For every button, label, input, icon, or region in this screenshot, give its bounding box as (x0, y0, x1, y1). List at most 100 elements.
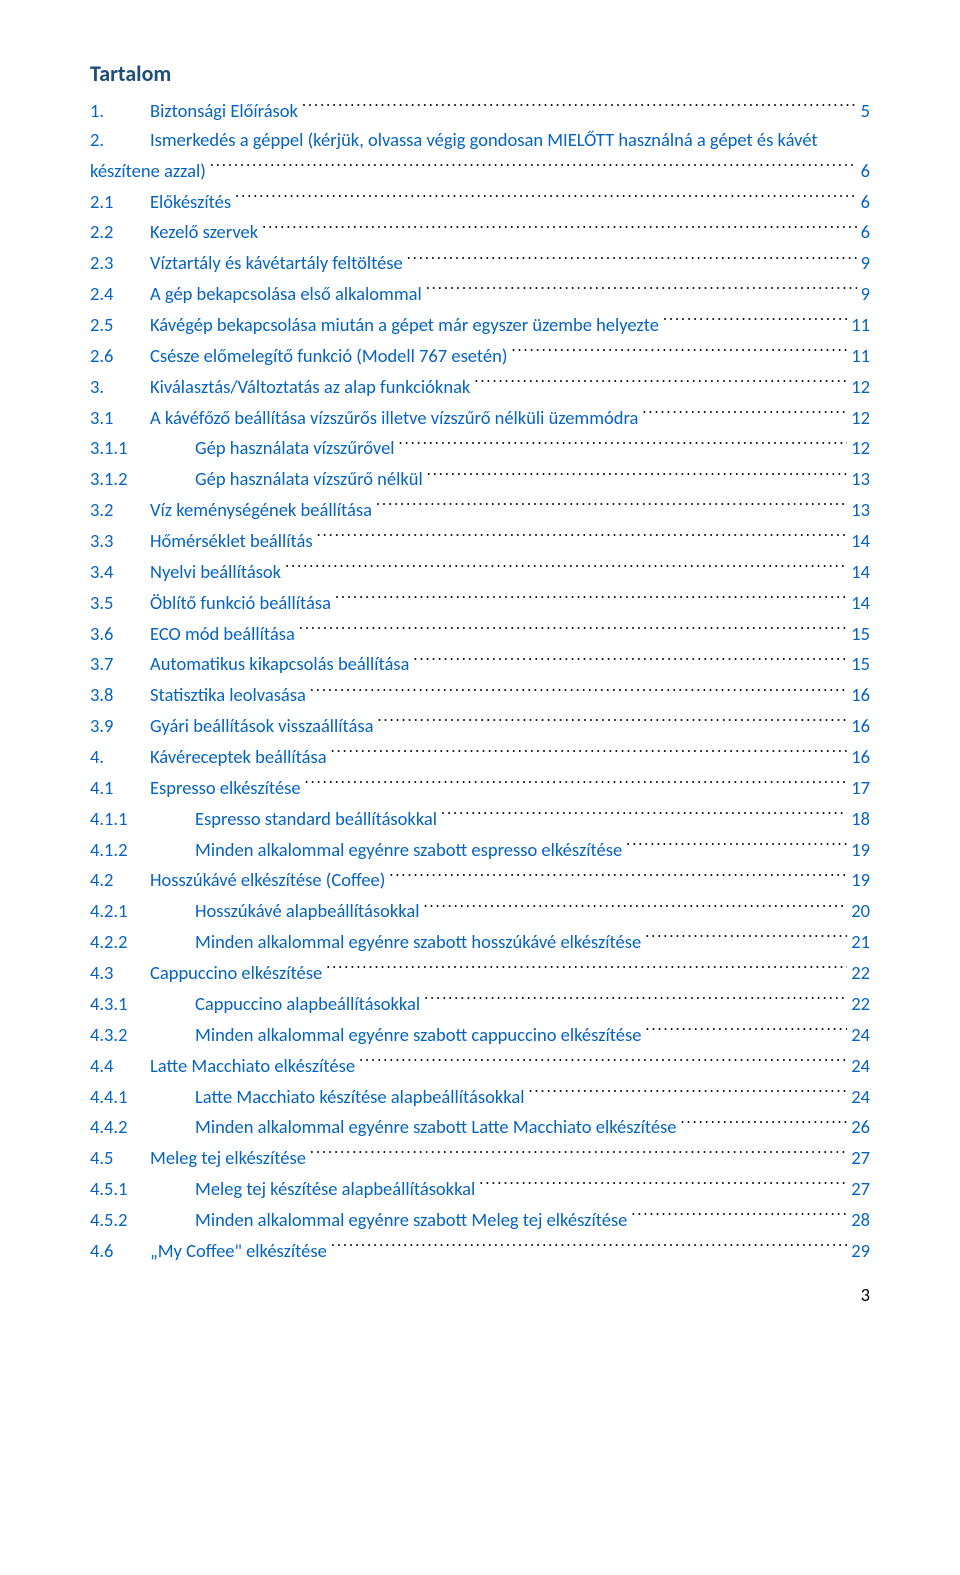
toc-label: Kávégép bekapcsolása miután a gépet már … (150, 311, 663, 340)
toc-page: 12 (847, 404, 870, 433)
toc-number: 4.3.2 (90, 1021, 195, 1050)
toc-label-line1: Ismerkedés a géppel (kérjük, olvassa vég… (150, 126, 822, 155)
toc-entry[interactable]: 1.Biztonsági Előírások5 (90, 95, 870, 126)
toc-entry[interactable]: 3.Kiválasztás/Változtatás az alap funkci… (90, 371, 870, 402)
toc-entry[interactable]: 3.7Automatikus kikapcsolás beállítása 15 (90, 648, 870, 679)
toc-entry[interactable]: 4.2.1Hosszúkávé alapbeállításokkal20 (90, 895, 870, 926)
toc-entry[interactable]: 4.1.2Minden alkalommal egyénre szabott e… (90, 833, 870, 864)
toc-entry[interactable]: 3.4Nyelvi beállítások 14 (90, 556, 870, 587)
toc-label: Minden alkalommal egyénre szabott cappuc… (195, 1021, 645, 1050)
toc-leader (310, 1142, 847, 1164)
toc-leader (302, 95, 857, 117)
toc-page: 6 (857, 218, 870, 247)
toc-entry[interactable]: 3.1A kávéfőző beállítása vízszűrős illet… (90, 401, 870, 432)
toc-label: Automatikus kikapcsolás beállítása (150, 650, 413, 679)
toc-number: 4.4.1 (90, 1083, 195, 1112)
toc-page: 29 (847, 1237, 870, 1266)
toc-leader (511, 340, 847, 362)
toc-entry[interactable]: 3.2Víz keménységének beállítása13 (90, 494, 870, 525)
toc-page: 24 (847, 1021, 870, 1050)
toc-label: Hosszúkávé alapbeállításokkal (195, 897, 423, 926)
toc-label: Cappuccino alapbeállításokkal (195, 990, 424, 1019)
toc-entry[interactable]: 4.6„My Coffee" elkészítése29 (90, 1235, 870, 1266)
toc-label: Kávéreceptek beállítása (150, 743, 331, 772)
toc-entry[interactable]: 2.1Előkészítés6 (90, 185, 870, 216)
toc-entry[interactable]: 3.5Öblítő funkció beállítása14 (90, 587, 870, 618)
toc-entry[interactable]: 4.3Cappuccino elkészítése22 (90, 957, 870, 988)
toc-label: Gép használata vízszűrő nélkül (195, 465, 427, 494)
toc-label: Kiválasztás/Változtatás az alap funkciók… (150, 373, 474, 402)
toc-page: 9 (857, 280, 870, 309)
toc-number: 2. (90, 126, 150, 155)
toc-label: Víztartály és kávétartály feltöltése (150, 249, 407, 278)
toc-entry[interactable]: 3.1.2Gép használata vízszűrő nélkül 13 (90, 463, 870, 494)
toc-page: 15 (847, 650, 870, 679)
toc-entry[interactable]: 4.3.1Cappuccino alapbeállításokkal22 (90, 988, 870, 1019)
toc-leader (427, 463, 848, 485)
toc-number: 4.1.1 (90, 805, 195, 834)
toc-leader (399, 432, 848, 454)
toc-label: Gép használata vízszűrővel (195, 434, 399, 463)
toc-leader (331, 1235, 847, 1257)
toc-entry[interactable]: 4.2.2Minden alkalommal egyénre szabott h… (90, 926, 870, 957)
toc-number: 4.4 (90, 1052, 150, 1081)
toc-label: Biztonsági Előírások (150, 97, 302, 126)
toc-number: 3.1.2 (90, 465, 195, 494)
toc-label: Nyelvi beállítások (150, 558, 285, 587)
toc-label: Öblítő funkció beállítása (150, 589, 335, 618)
toc-leader (663, 309, 847, 331)
toc-entry[interactable]: 2.6Csésze előmelegítő funkció (Modell 76… (90, 340, 870, 371)
toc-page: 16 (847, 743, 870, 772)
toc-number: 1. (90, 97, 150, 126)
toc-entry[interactable]: 2.2Kezelő szervek6 (90, 216, 870, 247)
toc-leader (210, 155, 857, 177)
toc-entry[interactable]: 2.3Víztartály és kávétartály feltöltése9 (90, 247, 870, 278)
toc-entry[interactable]: 3.9Gyári beállítások visszaállítása16 (90, 710, 870, 741)
toc-number: 4.2.2 (90, 928, 195, 957)
toc-label: Latte Macchiato elkészítése (150, 1052, 359, 1081)
toc-label: Espresso standard beállításokkal (195, 805, 441, 834)
toc-page: 13 (847, 465, 870, 494)
toc-entry[interactable]: 4.4.2Minden alkalommal egyénre szabott L… (90, 1111, 870, 1142)
toc-leader (631, 1204, 847, 1226)
toc-number: 2.2 (90, 218, 150, 247)
toc-leader (331, 741, 848, 763)
toc-entry[interactable]: 2.5Kávégép bekapcsolása miután a gépet m… (90, 309, 870, 340)
toc-number: 4.4.2 (90, 1113, 195, 1142)
toc-entry[interactable]: 3.1.1Gép használata vízszűrővel12 (90, 432, 870, 463)
toc-entry[interactable]: 4.2Hosszúkávé elkészítése (Coffee)19 (90, 864, 870, 895)
toc-entry[interactable]: 4.5.2Minden alkalommal egyénre szabott M… (90, 1204, 870, 1235)
toc-page: 15 (847, 620, 870, 649)
toc-page: 26 (847, 1113, 870, 1142)
toc-page: 14 (847, 558, 870, 587)
toc-entry[interactable]: 2.Ismerkedés a géppel (kérjük, olvassa v… (90, 126, 870, 186)
toc-number: 3.4 (90, 558, 150, 587)
toc-page: 12 (847, 434, 870, 463)
toc-leader (335, 587, 847, 609)
toc-entry[interactable]: 3.8Statisztika leolvasása16 (90, 679, 870, 710)
toc-label: A gép bekapcsolása első alkalommal (150, 280, 426, 309)
toc-entry[interactable]: 4.1.1Espresso standard beállításokkal18 (90, 803, 870, 834)
toc-entry[interactable]: 4.5.1Meleg tej készítése alapbeállítások… (90, 1173, 870, 1204)
toc-page: 11 (847, 311, 870, 340)
toc-entry[interactable]: 4.Kávéreceptek beállítása16 (90, 741, 870, 772)
toc-entry[interactable]: 4.4.1Latte Macchiato készítése alapbeáll… (90, 1080, 870, 1111)
toc-page: 14 (847, 589, 870, 618)
toc-leader (299, 617, 847, 639)
toc-number: 2.4 (90, 280, 150, 309)
toc-leader (377, 710, 847, 732)
toc-label: Hosszúkávé elkészítése (Coffee) (150, 866, 389, 895)
toc-label: Hőmérséklet beállítás (150, 527, 317, 556)
toc-label: Meleg tej elkészítése (150, 1144, 310, 1173)
page-number: 3 (90, 1283, 870, 1306)
toc-entry[interactable]: 4.3.2Minden alkalommal egyénre szabott c… (90, 1019, 870, 1050)
toc-entry[interactable]: 4.1Espresso elkészítése17 (90, 772, 870, 803)
toc-entry[interactable]: 3.6ECO mód beállítása15 (90, 617, 870, 648)
toc-number: 3.7 (90, 650, 150, 679)
toc-entry[interactable]: 2.4A gép bekapcsolása első alkalommal 9 (90, 278, 870, 309)
toc-entry[interactable]: 4.5Meleg tej elkészítése27 (90, 1142, 870, 1173)
toc-entry[interactable]: 4.4Latte Macchiato elkészítése24 (90, 1049, 870, 1080)
toc-entry[interactable]: 3.3Hőmérséklet beállítás14 (90, 525, 870, 556)
toc-label: „My Coffee" elkészítése (150, 1237, 331, 1266)
toc-label: Meleg tej készítése alapbeállításokkal (195, 1175, 479, 1204)
